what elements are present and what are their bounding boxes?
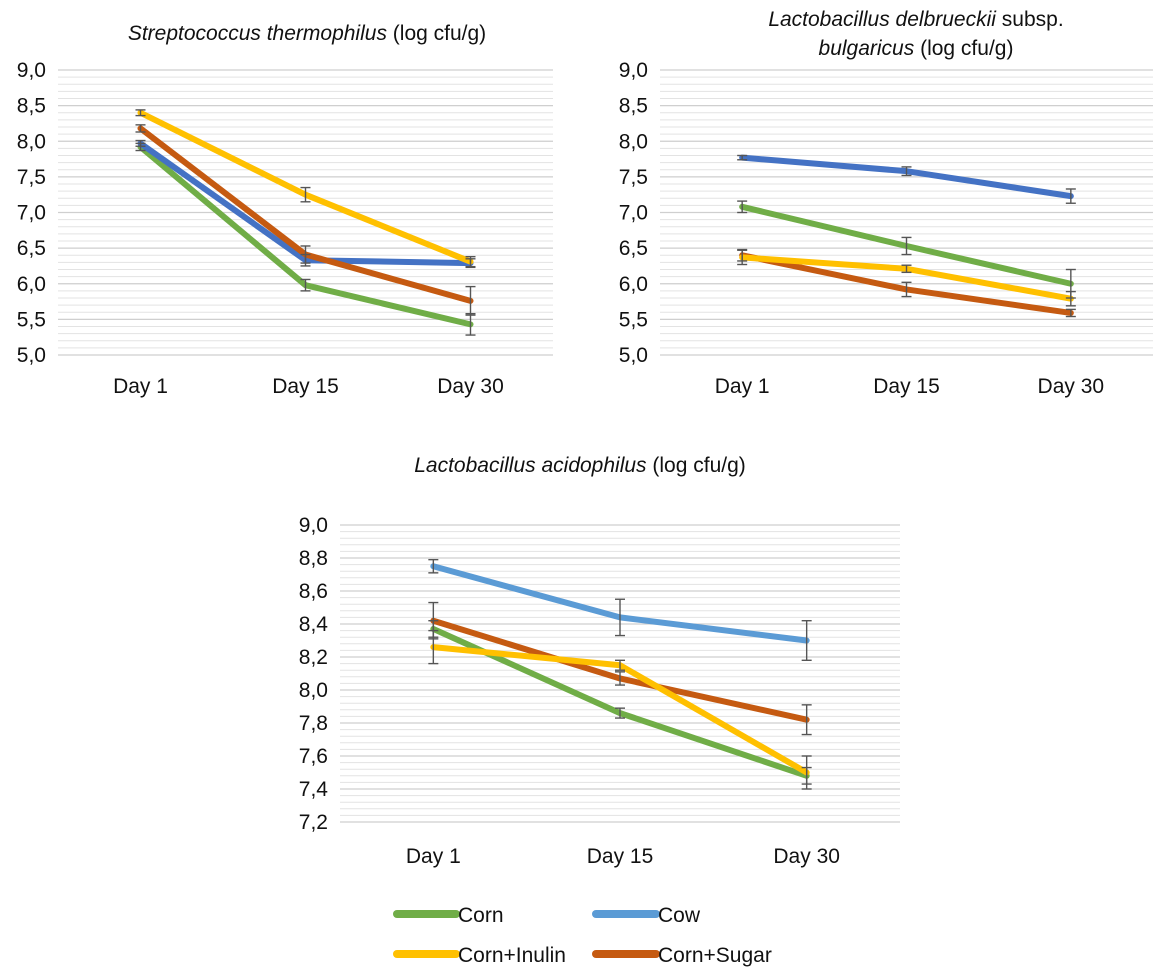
y-tick-label: 7,2 [299, 811, 328, 834]
error-bar-corn-inulin [801, 755, 812, 790]
chart2-plot: 5,0 5,5 6,0 6,5 7,0 7,5 8,0 8,5 9,0 Day 1 Day 15 Da… [619, 59, 1153, 398]
legend-label-corn-sugar: Corn+Sugar [658, 944, 772, 967]
y-tick-label: 5,0 [619, 344, 648, 367]
error-bar-corn-inulin [901, 264, 912, 274]
chart3-title-species: Lactobacillus acidophilus [414, 454, 647, 477]
x-tick-label: Day 15 [272, 375, 339, 398]
error-bar-corn-sugar [801, 704, 812, 736]
series-line-cow [137, 140, 474, 267]
chart2-title-line2: bulgaricus (log cfu/g) [819, 37, 1014, 60]
y-tick-label: 8,5 [17, 95, 46, 118]
error-bar-corn-inulin [465, 255, 476, 268]
error-bar-cow [135, 139, 146, 147]
y-tick-label: 7,8 [299, 712, 328, 735]
error-bar-corn-sugar [615, 671, 625, 686]
y-tick-label: 9,0 [619, 59, 648, 82]
error-bar-cow [901, 166, 912, 177]
error-bar-corn-inulin [135, 109, 146, 117]
y-tick-label: 5,5 [619, 308, 648, 331]
error-bar-corn [300, 278, 311, 292]
y-tick-label: 7,0 [619, 202, 648, 225]
y-tick-label: 8,6 [299, 580, 328, 603]
y-tick-label: 5,0 [17, 344, 46, 367]
y-tick-label: 8,0 [299, 679, 328, 702]
legend: Corn Cow Corn+Inulin Corn+Sugar [393, 904, 772, 967]
error-bar-corn-sugar [901, 281, 912, 298]
y-tick-label: 6,5 [619, 237, 648, 260]
error-bar-corn-inulin [615, 659, 625, 671]
y-tick-label: 8,5 [619, 95, 648, 118]
legend-label-corn-inulin: Corn+Inulin [458, 944, 566, 967]
x-tick-label: Day 30 [773, 845, 840, 868]
chart3-plot: 7,2 7,4 7,6 7,8 8,0 8,2 8,4 8,6 8,8 9,0 Day 1 Day 1… [299, 514, 900, 868]
y-tick-label: 7,5 [619, 166, 648, 189]
error-bar-corn-sugar [1065, 308, 1076, 318]
y-tick-label: 8,0 [619, 130, 648, 153]
error-bar-corn-inulin [428, 629, 439, 665]
y-tick-label: 9,0 [17, 59, 46, 82]
chart2-title-species2: bulgaricus [819, 37, 915, 60]
y-tick-label: 7,4 [299, 778, 329, 801]
error-bar-corn [615, 707, 625, 719]
x-tick-label: Day 30 [437, 375, 504, 398]
error-bar-corn-sugar [300, 245, 311, 264]
chart1-title-species: Streptococcus thermophilus [128, 22, 388, 45]
chart2-title-line1: Lactobacillus delbrueckii subsp. [768, 8, 1063, 31]
y-tick-label: 8,0 [17, 130, 46, 153]
y-tick-label: 7,5 [17, 166, 46, 189]
y-tick-label: 6,5 [17, 237, 46, 260]
x-tick-label: Day 30 [1038, 375, 1105, 398]
y-tick-label: 6,0 [17, 273, 46, 296]
y-tick-label: 6,0 [619, 273, 648, 296]
chart2-title-mid: subsp. [996, 8, 1064, 31]
error-bar-cow [801, 620, 812, 661]
error-bar-corn-inulin [1065, 290, 1076, 307]
y-tick-label: 5,5 [17, 308, 46, 331]
x-tick-label: Day 1 [113, 375, 168, 398]
error-bar-corn-inulin [300, 186, 311, 203]
error-bar-corn [901, 236, 912, 256]
y-tick-label: 8,8 [299, 547, 328, 570]
error-bar-corn [737, 200, 748, 214]
x-tick-label: Day 15 [587, 845, 654, 868]
chart2-title-species: Lactobacillus delbrueckii [768, 8, 997, 31]
chart1-title: Streptococcus thermophilus (log cfu/g) [128, 22, 486, 45]
chart2-title-unit: (log cfu/g) [914, 37, 1013, 60]
x-tick-label: Day 1 [715, 375, 770, 398]
legend-label-cow: Cow [658, 904, 701, 927]
chart3-title: Lactobacillus acidophilus (log cfu/g) [414, 454, 746, 477]
x-tick-label: Day 15 [873, 375, 940, 398]
y-tick-label: 8,4 [299, 613, 329, 636]
error-bar-cow [737, 154, 748, 161]
x-tick-label: Day 1 [406, 845, 461, 868]
y-tick-label: 7,6 [299, 745, 328, 768]
error-bar-cow [428, 558, 439, 574]
chart3-title-unit: (log cfu/g) [647, 454, 746, 477]
error-bar-cow [1065, 188, 1076, 204]
chart1-plot: 5,0 5,5 6,0 6,5 7,0 7,5 8,0 8,5 9,0 Day 1 Day 15 Da… [17, 59, 553, 398]
legend-label-corn: Corn [458, 904, 504, 927]
y-tick-label: 9,0 [299, 514, 328, 537]
error-bar-corn-inulin [737, 249, 748, 266]
chart1-title-unit: (log cfu/g) [387, 22, 486, 45]
error-bar-corn-sugar [135, 124, 146, 133]
series-line-corn-sugar [137, 125, 474, 304]
y-tick-label: 8,2 [299, 646, 328, 669]
error-bar-corn-sugar [465, 285, 476, 316]
y-tick-label: 7,0 [17, 202, 46, 225]
error-bar-cow [615, 598, 625, 637]
